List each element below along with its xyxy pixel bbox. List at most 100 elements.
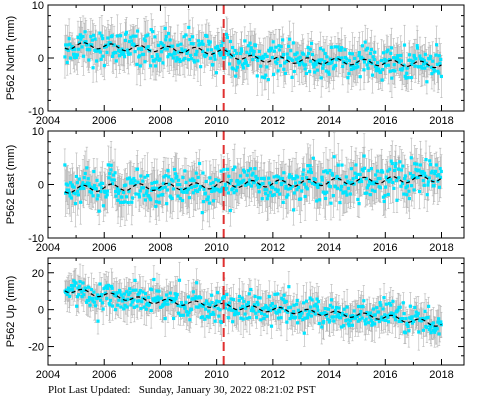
observation-point — [87, 58, 91, 62]
observation-point — [153, 180, 157, 185]
observation-point — [159, 50, 164, 54]
observation-point — [272, 49, 276, 53]
observation-point — [386, 48, 390, 52]
observation-point — [205, 34, 209, 38]
observation-point — [123, 200, 127, 204]
observation-point — [266, 193, 270, 198]
observation-point — [264, 73, 268, 77]
observation-point — [265, 65, 269, 69]
observation-point — [201, 49, 205, 54]
observation-point — [184, 33, 188, 37]
observation-point — [76, 189, 80, 193]
observation-point — [334, 176, 338, 180]
observation-point — [358, 75, 362, 79]
observation-point — [182, 35, 186, 39]
observation-point — [276, 188, 280, 192]
observation-point — [134, 34, 138, 38]
observation-point — [238, 51, 243, 56]
observation-point — [407, 189, 411, 193]
observation-point — [315, 68, 320, 72]
observation-point — [251, 57, 255, 62]
observation-point — [397, 58, 401, 62]
observation-point — [165, 188, 169, 192]
observation-point — [146, 174, 150, 178]
observation-point — [143, 175, 147, 179]
observation-point — [374, 173, 378, 177]
observation-point — [214, 46, 218, 50]
observation-point — [301, 52, 306, 56]
observation-point — [364, 177, 368, 181]
observation-point — [324, 69, 328, 73]
observation-point — [302, 182, 306, 186]
observation-point — [118, 49, 122, 54]
observation-point — [240, 49, 244, 53]
observation-point — [171, 187, 176, 191]
observation-point — [333, 45, 337, 49]
observation-point — [368, 51, 373, 56]
observation-point — [91, 66, 95, 70]
observation-point — [285, 195, 289, 199]
observation-point — [363, 40, 367, 44]
y-axis-title: P562 North (mm) — [5, 16, 17, 100]
observation-point — [282, 67, 286, 71]
observation-point — [402, 43, 407, 47]
observation-point — [293, 177, 297, 181]
observation-point — [90, 191, 94, 195]
observation-point — [90, 43, 94, 47]
observation-point — [99, 190, 103, 194]
observation-point — [196, 189, 200, 194]
observation-point — [439, 169, 443, 174]
observation-point — [116, 198, 120, 202]
observation-point — [101, 181, 105, 186]
observation-point — [323, 191, 327, 196]
observation-point — [188, 178, 192, 182]
observation-point — [234, 74, 238, 78]
observation-point — [363, 191, 367, 195]
observation-point — [311, 156, 315, 160]
observation-point — [407, 196, 411, 201]
observation-point — [253, 44, 258, 48]
observation-point — [170, 196, 174, 201]
observation-point — [81, 34, 85, 38]
observation-point — [414, 57, 418, 61]
observation-point — [73, 47, 77, 51]
observation-point — [395, 179, 399, 183]
observation-point — [424, 61, 429, 65]
observation-point — [175, 182, 180, 187]
observation-point — [270, 193, 274, 198]
observation-point — [213, 185, 217, 189]
observation-point — [67, 37, 71, 41]
observation-point — [105, 189, 110, 193]
observation-point — [399, 184, 403, 188]
observation-point — [322, 170, 326, 174]
observation-point — [295, 51, 299, 55]
observation-point — [161, 61, 165, 65]
y-tick-label: 0 — [38, 180, 44, 192]
observation-point — [260, 75, 264, 79]
observation-point — [323, 59, 327, 64]
observation-point — [395, 198, 399, 202]
observation-point — [320, 175, 324, 179]
observation-point — [91, 194, 95, 198]
observation-point — [287, 56, 291, 60]
observation-point — [120, 52, 124, 56]
observation-point — [405, 71, 409, 75]
observation-point — [98, 31, 102, 35]
observation-point — [177, 50, 181, 54]
observation-point — [235, 65, 240, 69]
observation-point — [279, 44, 283, 49]
observation-point — [408, 172, 413, 176]
observation-point — [129, 35, 133, 39]
x-tick-label: 2010 — [204, 115, 228, 127]
observation-point — [357, 201, 361, 206]
observation-point — [281, 52, 286, 57]
observation-point — [370, 73, 375, 77]
observation-point — [306, 51, 311, 55]
observation-point — [327, 72, 331, 76]
observation-point — [126, 200, 130, 205]
observation-point — [189, 185, 193, 189]
observation-point — [402, 63, 406, 67]
observation-point — [300, 189, 304, 193]
observation-point — [252, 180, 257, 184]
observation-point — [201, 171, 205, 175]
